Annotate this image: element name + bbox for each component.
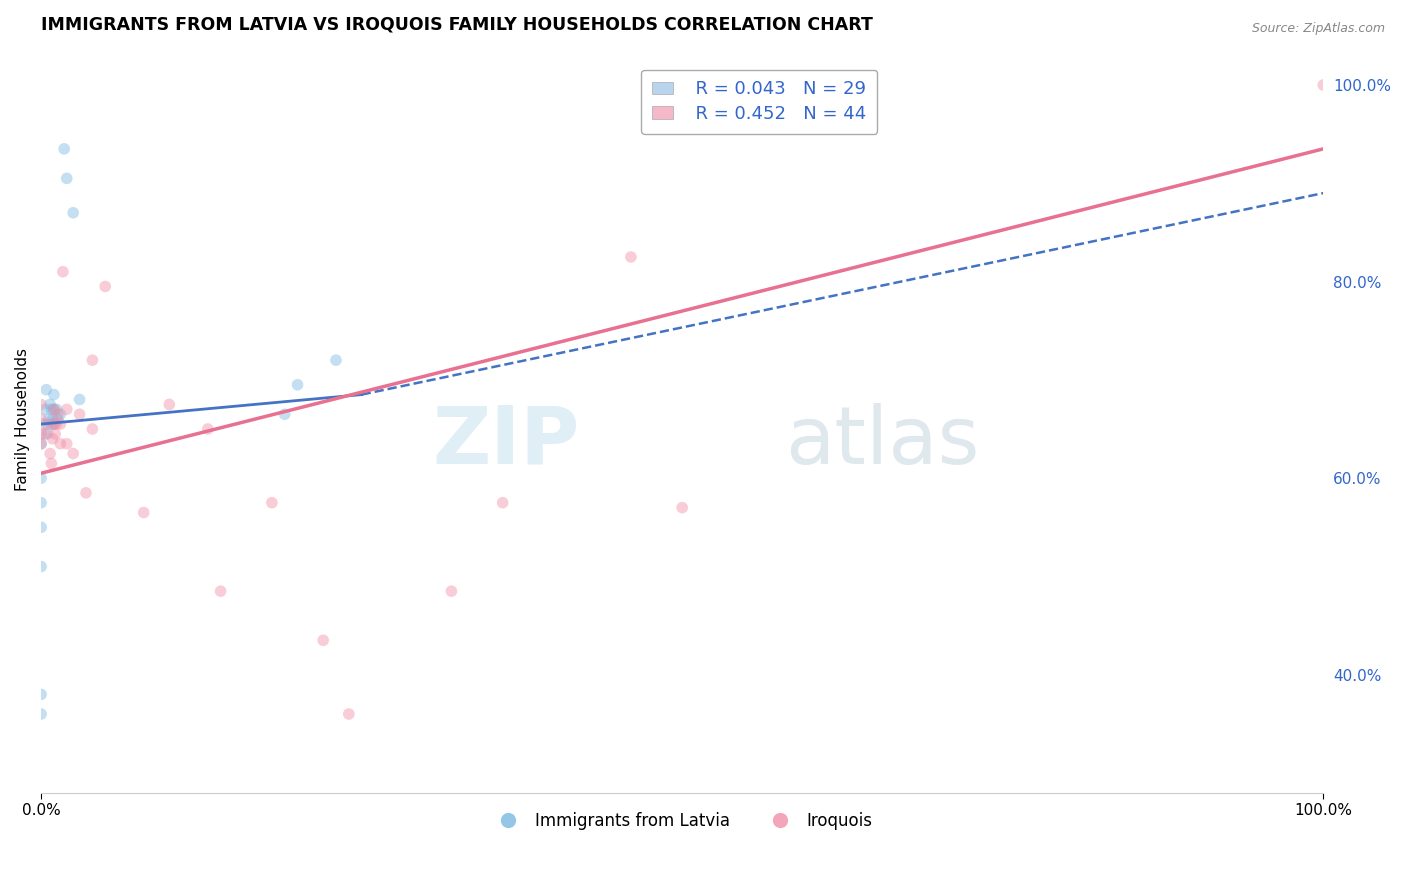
Point [55,436,77,450]
Point [38,412,60,426]
Point [94,279,117,293]
Point [440,584,463,599]
Point [30,496,52,510]
Point [209,584,232,599]
Point [37,426,59,441]
Point [492,496,515,510]
Point [53,142,76,156]
Point [30,436,52,450]
Point [30,559,52,574]
Point [46,412,69,426]
Point [671,500,693,515]
Point [42,417,65,431]
Text: atlas: atlas [785,402,979,481]
Point [30,412,52,426]
Point [39,446,62,460]
Point [82,422,104,436]
Point [49,407,72,421]
Point [46,407,69,421]
Point [132,506,155,520]
Point [45,417,67,431]
Text: ZIP: ZIP [433,402,579,481]
Point [49,417,72,431]
Point [337,706,360,721]
Point [42,387,65,401]
Point [30,687,52,701]
Point [32,417,55,431]
Point [62,446,84,460]
Point [30,426,52,441]
Point [42,402,65,417]
Point [75,486,97,500]
Point [34,402,56,417]
Point [69,392,91,407]
Point [82,353,104,368]
Point [30,520,52,534]
Point [39,397,62,411]
Point [197,422,219,436]
Point [620,250,643,264]
Point [55,402,77,417]
Point [30,436,52,450]
Point [287,377,309,392]
Point [157,397,180,411]
Point [49,436,72,450]
Point [41,456,63,470]
Text: IMMIGRANTS FROM LATVIA VS IROQUOIS FAMILY HOUSEHOLDS CORRELATION CHART: IMMIGRANTS FROM LATVIA VS IROQUOIS FAMIL… [41,15,873,33]
Y-axis label: Family Households: Family Households [15,348,30,491]
Point [69,407,91,421]
Point [274,407,297,421]
Point [45,402,67,417]
Point [41,402,63,417]
Point [325,353,347,368]
Point [52,265,75,279]
Point [41,417,63,431]
Point [44,426,66,441]
Point [35,383,58,397]
Legend: Immigrants from Latvia, Iroquois: Immigrants from Latvia, Iroquois [485,805,879,837]
Point [42,402,65,417]
Point [30,471,52,485]
Point [55,171,77,186]
Point [42,417,65,431]
Point [312,633,335,648]
Point [34,426,56,441]
Point [41,432,63,446]
Point [260,496,283,510]
Point [41,412,63,426]
Text: Source: ZipAtlas.com: Source: ZipAtlas.com [1251,22,1385,36]
Point [30,397,52,411]
Point [62,206,84,220]
Point [37,417,59,431]
Point [1312,78,1334,92]
Point [30,706,52,721]
